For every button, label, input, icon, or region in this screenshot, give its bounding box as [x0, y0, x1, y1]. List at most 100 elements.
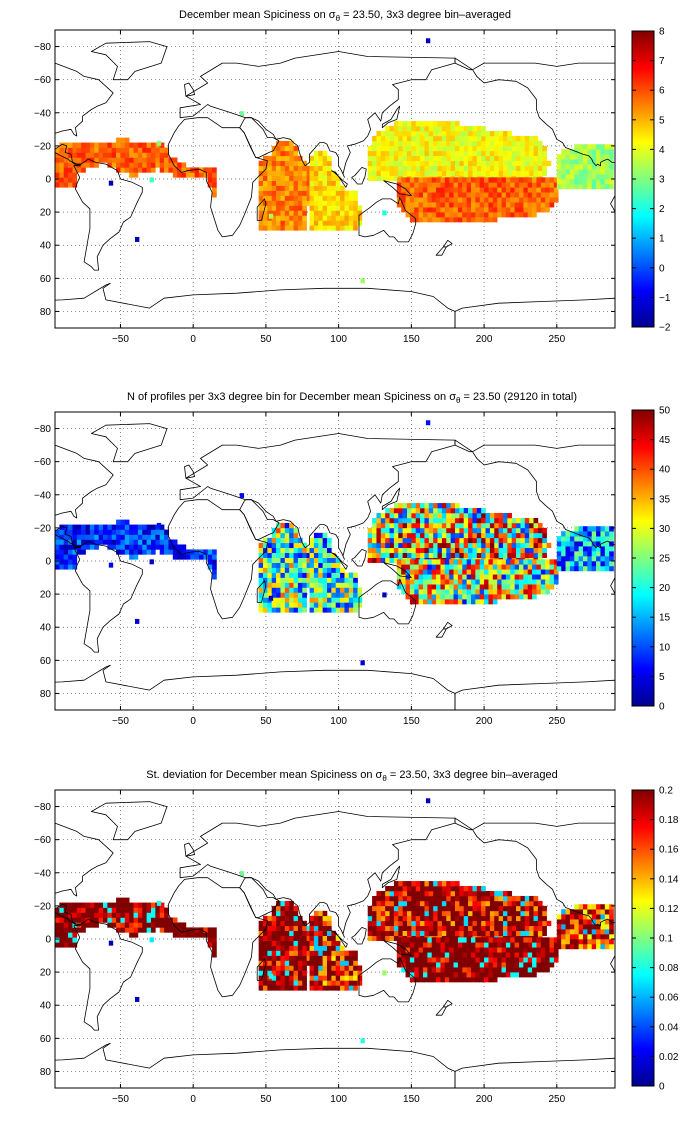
data-cell	[507, 130, 513, 137]
data-cell	[297, 562, 303, 568]
y-tick-label: −20	[34, 901, 51, 912]
data-cell	[302, 205, 307, 211]
data-cell	[453, 967, 459, 973]
data-cell	[505, 967, 511, 973]
data-cell	[449, 599, 454, 605]
data-cell	[409, 217, 415, 223]
data-cell	[600, 939, 606, 945]
data-cell	[540, 559, 546, 565]
data-cell	[532, 579, 537, 585]
data-cell	[484, 187, 489, 193]
data-cell	[540, 957, 546, 963]
data-cell	[415, 915, 421, 922]
data-cell	[313, 195, 319, 201]
data-cell	[393, 512, 399, 519]
data-cell	[267, 205, 273, 211]
data-cell	[313, 985, 319, 991]
data-cell	[331, 185, 337, 191]
data-cell	[302, 975, 307, 981]
data-cell	[529, 542, 534, 549]
data-cell	[511, 165, 517, 172]
data-cell	[604, 561, 610, 567]
data-cell	[609, 934, 614, 940]
data-cell	[519, 962, 524, 968]
data-cell	[293, 975, 299, 981]
data-cell	[546, 160, 552, 167]
data-cell	[63, 524, 69, 530]
data-cell	[427, 202, 433, 208]
data-cell	[129, 172, 134, 178]
data-cell	[565, 164, 571, 170]
data-cell	[479, 574, 485, 580]
data-cell	[524, 140, 530, 147]
data-cell	[449, 942, 454, 948]
data-cell	[327, 975, 332, 981]
data-cell	[488, 579, 494, 585]
data-cell	[55, 937, 60, 943]
data-cell	[411, 130, 417, 137]
data-cell	[313, 567, 319, 573]
y-tick-label: 0	[45, 175, 51, 186]
data-cell	[103, 917, 108, 923]
data-cell	[423, 599, 428, 605]
data-cell	[331, 930, 337, 936]
data-cell	[103, 152, 108, 158]
data-cell	[385, 900, 390, 907]
data-cell	[322, 925, 328, 932]
data-cell	[424, 527, 430, 534]
data-cell	[313, 185, 319, 191]
data-cell	[455, 547, 460, 554]
data-cell	[556, 565, 562, 572]
data-cell	[72, 529, 78, 535]
data-cell	[537, 905, 543, 912]
data-cell	[600, 929, 606, 935]
data-cell	[527, 942, 533, 948]
data-cell	[523, 202, 529, 208]
data-cell	[545, 579, 550, 585]
data-cell	[124, 167, 130, 173]
data-cell	[532, 967, 537, 973]
data-cell	[335, 597, 341, 603]
data-cell	[583, 541, 588, 547]
data-cell	[107, 912, 113, 918]
data-cell	[159, 912, 165, 918]
data-cell	[409, 972, 415, 978]
data-cell	[450, 881, 456, 887]
data-cell	[322, 185, 328, 191]
data-cell	[545, 967, 550, 973]
data-cell	[553, 579, 559, 585]
data-cell	[596, 169, 601, 175]
data-cell	[516, 930, 521, 936]
data-cell	[565, 565, 571, 572]
data-cell	[489, 905, 495, 912]
data-cell	[411, 925, 417, 932]
data-cell	[267, 955, 273, 961]
data-cell	[479, 962, 485, 968]
data-cell	[289, 145, 294, 152]
data-cell	[523, 957, 529, 963]
data-cell	[344, 210, 350, 216]
data-cell	[565, 934, 571, 940]
data-cell	[63, 912, 69, 918]
data-cell	[428, 920, 434, 927]
data-cell	[159, 539, 165, 545]
data-cell	[424, 881, 430, 887]
data-cell	[414, 217, 419, 223]
data-cell	[484, 947, 489, 953]
data-cell	[276, 225, 281, 231]
data-cell	[309, 587, 315, 593]
data-cell	[297, 542, 303, 549]
data-cell	[81, 157, 86, 163]
data-cell	[519, 594, 524, 600]
data-cell	[411, 890, 417, 897]
data-cell	[553, 569, 559, 575]
data-cell	[475, 589, 481, 595]
data-cell	[258, 557, 264, 563]
data-cell	[462, 967, 467, 973]
data-cell	[271, 225, 277, 231]
data-cell	[309, 960, 315, 966]
data-cell	[494, 517, 499, 524]
data-cell	[322, 225, 328, 231]
data-cell	[437, 532, 443, 539]
data-cell	[151, 534, 156, 540]
